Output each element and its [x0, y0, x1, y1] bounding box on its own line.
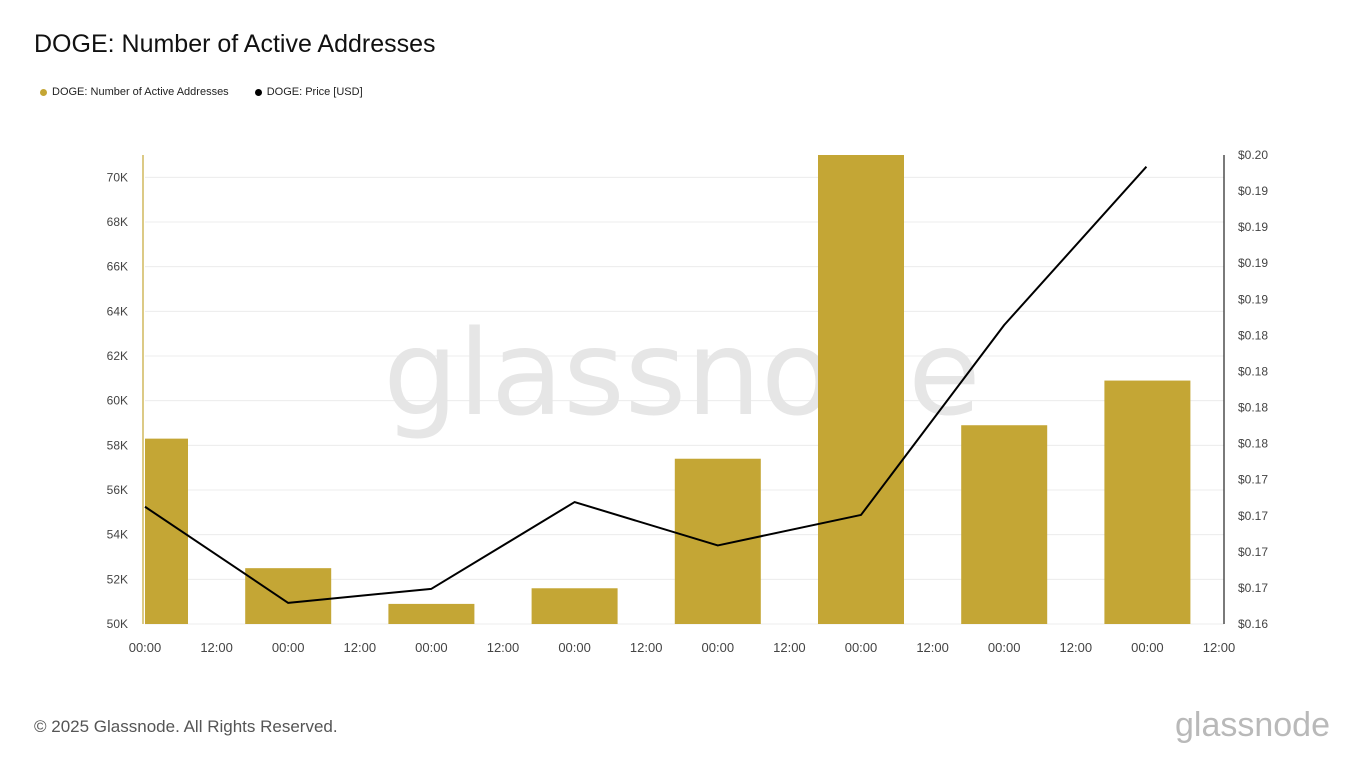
x-axis-tick-label: 00:00 — [1131, 640, 1164, 655]
left-axis-tick-label: 54K — [107, 528, 128, 542]
bar — [961, 425, 1048, 624]
x-axis-tick-label: 00:00 — [272, 640, 305, 655]
right-axis-tick-label: $0.18 — [1238, 364, 1268, 378]
x-axis-tick-label: 12:00 — [773, 640, 806, 655]
right-axis-tick-label: $0.17 — [1238, 509, 1268, 523]
chart-title: DOGE: Number of Active Addresses — [34, 30, 436, 58]
right-axis-tick-label: $0.19 — [1238, 256, 1268, 270]
x-axis-tick-label: 00:00 — [988, 640, 1021, 655]
right-axis-tick-label: $0.18 — [1238, 437, 1268, 451]
x-axis-tick-label: 12:00 — [916, 640, 949, 655]
axes: 50K 52K 54K 56K 58K 60K 62K 64K 66K 68K 70K $0.16 $0… — [107, 148, 1269, 655]
x-axis-tick-label: 12:00 — [200, 640, 233, 655]
legend-label-price: DOGE: Price [USD] — [266, 86, 363, 98]
left-axis-tick-label: 56K — [107, 483, 128, 497]
left-axis-tick-label: 66K — [107, 260, 128, 274]
legend-item-active-addresses[interactable]: DOGE: Number of Active Addresses — [40, 86, 229, 98]
x-axis-tick-label: 00:00 — [702, 640, 735, 655]
x-axis-tick-label: 00:00 — [558, 640, 591, 655]
right-axis-tick-label: $0.20 — [1238, 148, 1268, 162]
left-axis-tick-label: 70K — [107, 170, 128, 184]
x-axis-tick-label: 12:00 — [1060, 640, 1093, 655]
bar — [245, 568, 332, 624]
chart-area: glassnode 50K52K54K56K58K60K62K64K66K68K… — [107, 148, 1269, 655]
x-axis-tick-label: 12:00 — [630, 640, 663, 655]
left-axis-tick-label: 64K — [107, 304, 128, 318]
x-axis-tick-label: 12:00 — [1203, 640, 1236, 655]
legend: DOGE: Number of Active Addresses DOGE: P… — [40, 86, 363, 98]
x-axis-tick-label: 00:00 — [129, 640, 162, 655]
glassnode-logo: glassnode — [1174, 706, 1330, 744]
bar — [388, 603, 475, 624]
right-axis-tick-label: $0.16 — [1238, 617, 1268, 631]
left-axis-tick-label: 60K — [107, 394, 128, 408]
bar — [1104, 380, 1191, 624]
price-line — [144, 166, 1148, 604]
legend-swatch-active-addresses — [40, 88, 47, 96]
x-axis-tick-label: 00:00 — [415, 640, 448, 655]
right-axis-tick-label: $0.19 — [1238, 292, 1268, 306]
right-axis-tick-label: $0.19 — [1238, 220, 1268, 234]
bar — [674, 458, 761, 624]
left-axis-tick-label: 58K — [107, 438, 128, 452]
right-axis-tick-label: $0.19 — [1238, 184, 1268, 198]
bar — [818, 155, 904, 624]
copyright-footer: © 2025 Glassnode. All Rights Reserved. — [34, 717, 338, 736]
x-axis-tick-label: 12:00 — [487, 640, 520, 655]
x-axis-tick-label: 12:00 — [344, 640, 377, 655]
right-axis-tick-label: $0.18 — [1238, 401, 1268, 415]
left-axis-tick-label: 50K — [107, 617, 128, 631]
right-axis-tick-label: $0.17 — [1238, 581, 1268, 595]
left-axis-tick-label: 68K — [107, 215, 128, 229]
legend-swatch-price — [254, 88, 262, 96]
right-axis-tick-label: $0.18 — [1238, 328, 1268, 342]
legend-item-price[interactable]: DOGE: Price [USD] — [254, 86, 363, 98]
line-series — [144, 166, 1148, 604]
left-axis-tick-label: 52K — [107, 572, 128, 586]
legend-label-active-addresses: DOGE: Number of Active Addresses — [52, 86, 229, 98]
bar — [531, 588, 618, 624]
left-axis-tick-label: 62K — [107, 349, 128, 363]
bar-series — [145, 155, 1191, 624]
right-axis-tick-label: $0.17 — [1238, 545, 1268, 559]
right-axis-tick-label: $0.17 — [1238, 473, 1268, 487]
x-axis-tick-label: 00:00 — [845, 640, 878, 655]
